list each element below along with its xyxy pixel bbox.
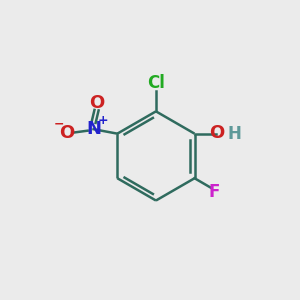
Text: N: N (86, 120, 101, 138)
Text: −: − (53, 118, 64, 131)
Text: F: F (209, 183, 220, 201)
Text: Cl: Cl (147, 74, 165, 92)
Text: O: O (59, 124, 74, 142)
Text: H: H (227, 125, 241, 143)
Text: +: + (97, 114, 108, 128)
Text: O: O (209, 124, 224, 142)
Text: O: O (89, 94, 104, 112)
